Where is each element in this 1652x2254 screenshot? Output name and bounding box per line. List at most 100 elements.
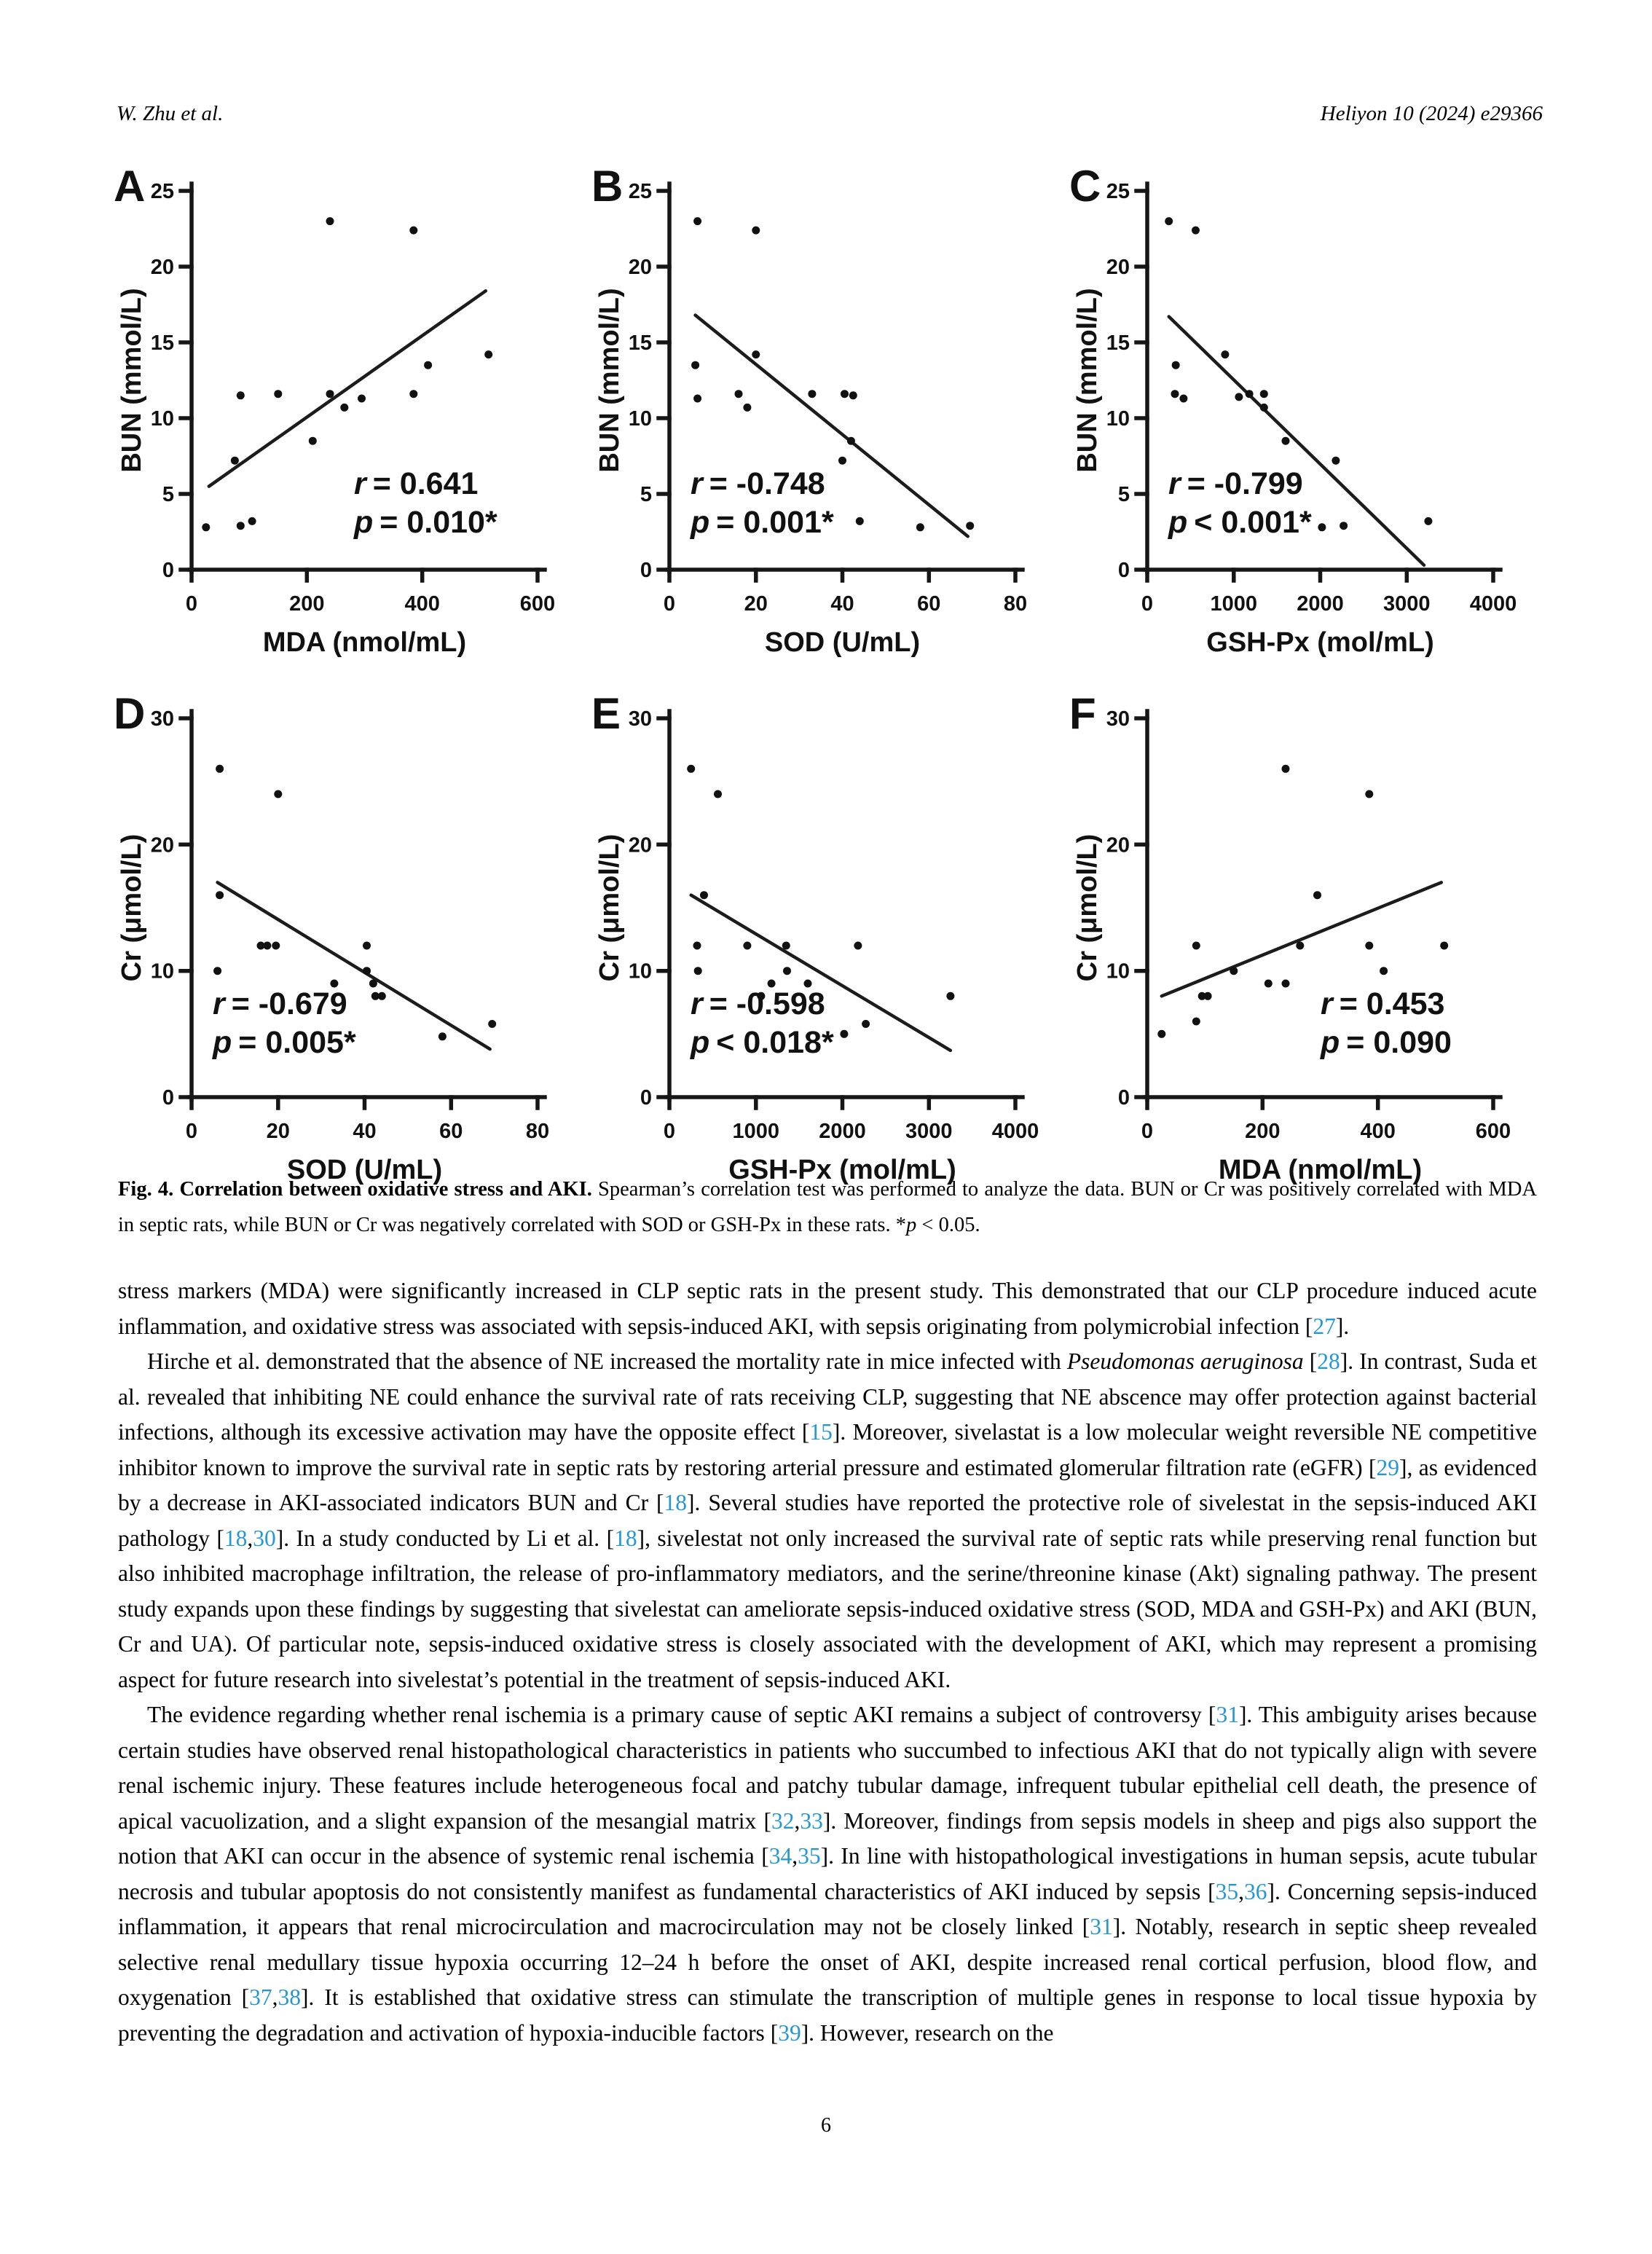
panel-letter: C (1069, 162, 1101, 211)
data-point (1157, 1029, 1166, 1038)
data-point (1332, 456, 1340, 465)
svg-text:400: 400 (1361, 1120, 1396, 1143)
data-point (841, 390, 849, 398)
data-point (371, 991, 379, 1000)
svg-text:200: 200 (289, 592, 324, 616)
data-point (757, 991, 766, 1000)
data-point (743, 403, 752, 412)
trend-line (1167, 315, 1426, 568)
svg-text:5: 5 (162, 483, 174, 506)
citation-link[interactable]: 27 (1313, 1313, 1336, 1339)
data-point (803, 979, 812, 988)
citation-link[interactable]: 37 (249, 1984, 272, 2010)
svg-text:0: 0 (664, 592, 675, 616)
citation-link[interactable]: 33 (800, 1807, 823, 1834)
svg-text:600: 600 (1476, 1120, 1511, 1143)
data-point (691, 361, 700, 369)
scatter-plot-D: D 0 10 20 30 0 20 40 60 80 SOD (U/mL) Cr (μmol/L) r =… (114, 689, 549, 1185)
citation-link[interactable]: 35 (798, 1843, 821, 1869)
svg-text:20: 20 (151, 833, 174, 857)
data-point (693, 967, 702, 975)
svg-text:2000: 2000 (1297, 592, 1344, 616)
p-value: p = 0.090 (1320, 1025, 1452, 1060)
svg-text:3000: 3000 (1383, 592, 1431, 616)
data-point (1281, 979, 1290, 988)
svg-text:4000: 4000 (1470, 592, 1517, 616)
data-point (783, 967, 791, 975)
data-point (782, 941, 790, 950)
data-point (488, 1020, 497, 1028)
citation-link[interactable]: 31 (1090, 1914, 1113, 1939)
data-point (409, 226, 418, 235)
y-axis: 0 10 20 30 (151, 707, 194, 1110)
data-point (1281, 764, 1290, 773)
x-axis-title: MDA (nmol/mL) (263, 627, 466, 658)
svg-text:15: 15 (151, 331, 174, 355)
x-axis-title: MDA (nmol/mL) (1219, 1155, 1422, 1185)
data-point (1165, 217, 1173, 226)
p-value: p < 0.001* (1168, 505, 1312, 540)
trend-line (693, 313, 969, 538)
x-axis-title: GSH-Px (mol/mL) (1206, 627, 1433, 658)
y-axis: 0 5 10 15 20 25 (1106, 180, 1149, 582)
svg-text:20: 20 (744, 592, 768, 616)
citation-link[interactable]: 18 (224, 1525, 248, 1551)
data-point (1380, 967, 1388, 975)
trend-line (216, 881, 492, 1051)
citation-link[interactable]: 34 (768, 1843, 792, 1869)
svg-text:25: 25 (629, 180, 652, 203)
citation-link[interactable]: 32 (771, 1807, 795, 1834)
panel-letter: A (114, 162, 145, 211)
citation-link[interactable]: 28 (1317, 1348, 1340, 1374)
data-points (687, 764, 955, 1038)
y-axis-title: Cr (μmol/L) (594, 834, 625, 982)
citation-link[interactable]: 18 (664, 1490, 688, 1515)
data-point (358, 394, 366, 403)
svg-text:20: 20 (629, 256, 652, 279)
svg-text:40: 40 (353, 1120, 376, 1143)
svg-text:60: 60 (917, 592, 940, 616)
citation-link[interactable]: 35 (1215, 1878, 1239, 1904)
svg-text:1000: 1000 (733, 1120, 780, 1143)
citation-link[interactable]: 39 (778, 2019, 801, 2046)
svg-text:10: 10 (151, 960, 174, 983)
svg-text:0: 0 (162, 559, 174, 582)
svg-text:20: 20 (1106, 833, 1130, 857)
citation-link[interactable]: 30 (253, 1525, 276, 1551)
data-points (691, 217, 975, 532)
svg-text:4000: 4000 (992, 1120, 1039, 1143)
svg-text:0: 0 (664, 1120, 675, 1143)
citation-link[interactable]: 15 (809, 1419, 833, 1445)
data-point (966, 522, 975, 530)
data-point (854, 941, 862, 950)
svg-text:10: 10 (629, 960, 652, 983)
svg-text:80: 80 (1004, 592, 1027, 616)
data-point (248, 517, 256, 525)
x-axis-title: SOD (U/mL) (765, 627, 920, 658)
svg-text:25: 25 (1106, 180, 1130, 203)
citation-link[interactable]: 36 (1244, 1878, 1267, 1904)
svg-text:0: 0 (186, 592, 197, 616)
data-point (230, 456, 239, 465)
citation-link[interactable]: 38 (278, 1984, 302, 2010)
data-points (1165, 217, 1433, 532)
data-point (808, 390, 817, 398)
svg-text:10: 10 (1106, 407, 1130, 431)
data-points (1157, 764, 1449, 1038)
y-axis: 0 10 20 30 (1106, 707, 1149, 1110)
citation-link[interactable]: 31 (1216, 1702, 1239, 1727)
data-point (1171, 390, 1179, 398)
scatter-panel-E: E 0 10 20 30 0 1000 2000 3000 4000 GSH-Px (mol/mL)… (586, 682, 1059, 1199)
citation-link[interactable]: 18 (614, 1525, 637, 1551)
r-value: r = -0.598 (691, 986, 825, 1021)
data-point (1296, 941, 1305, 950)
citation-link[interactable]: 29 (1376, 1454, 1400, 1480)
svg-text:60: 60 (439, 1120, 463, 1143)
data-points (213, 764, 497, 1041)
svg-text:5: 5 (1118, 483, 1130, 506)
svg-text:15: 15 (629, 331, 652, 355)
p-value: p = 0.001* (690, 505, 834, 540)
svg-text:20: 20 (267, 1120, 290, 1143)
data-point (1197, 991, 1206, 1000)
y-axis: 0 10 20 30 (629, 707, 672, 1110)
